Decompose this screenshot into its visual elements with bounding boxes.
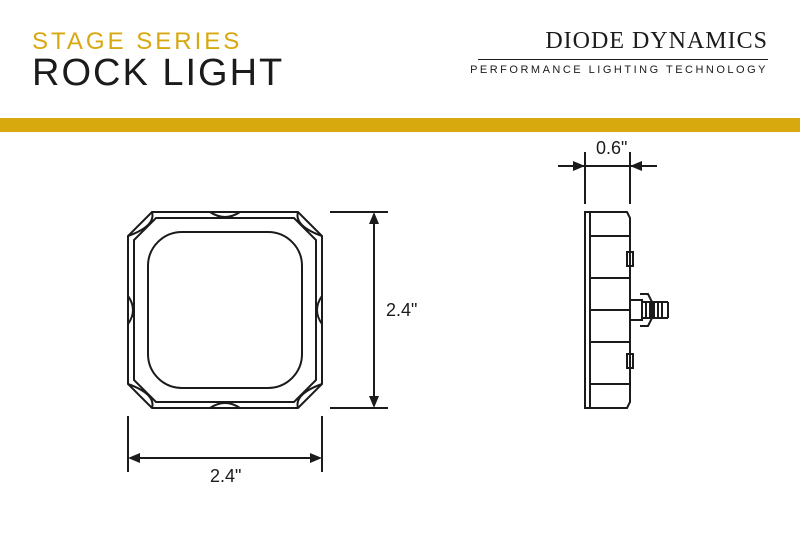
dimension-width-label: 2.4" — [210, 466, 241, 487]
drawing-area: 2.4" 2.4" — [0, 132, 800, 533]
brand-block: DIODE DYNAMICS PERFORMANCE LIGHTING TECH… — [470, 28, 768, 76]
header: STAGE SERIES ROCK LIGHT DIODE DYNAMICS P… — [0, 0, 800, 120]
brand-name: DIODE DYNAMICS — [470, 28, 768, 55]
front-view — [0, 132, 500, 533]
accent-bar — [0, 118, 800, 132]
title-rock-light: ROCK LIGHT — [32, 52, 284, 95]
side-view — [500, 132, 800, 533]
dimension-height-label: 2.4" — [386, 300, 417, 321]
brand-tagline: PERFORMANCE LIGHTING TECHNOLOGY — [470, 64, 768, 76]
dimension-depth-label: 0.6" — [596, 138, 627, 159]
title-block: STAGE SERIES ROCK LIGHT — [32, 28, 284, 95]
brand-rule — [478, 59, 768, 60]
